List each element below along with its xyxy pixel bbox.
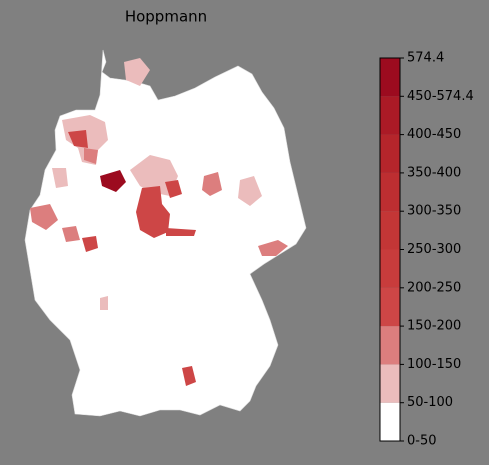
region	[258, 240, 288, 256]
colorbar-segment	[380, 58, 400, 97]
region	[84, 148, 98, 164]
colorbar-label: 400-450	[407, 127, 461, 142]
colorbar-label: 450-574.4	[407, 89, 474, 104]
germany-map	[24, 49, 307, 417]
colorbar-segment	[380, 364, 400, 403]
colorbar-label: 200-250	[407, 280, 461, 295]
colorbar-segment	[380, 326, 400, 365]
region	[62, 226, 80, 242]
region	[68, 130, 88, 148]
colorbar: 0-50 50-100 100-150 150-200 200-250 250-300 30…	[379, 51, 474, 449]
colorbar-label: 50-100	[407, 395, 453, 410]
colorbar-label: 150-200	[407, 319, 461, 334]
colorbar-label: 300-350	[407, 204, 461, 219]
region	[30, 204, 58, 230]
region	[136, 186, 170, 238]
colorbar-segment	[380, 211, 400, 250]
region	[100, 170, 126, 192]
region	[165, 180, 182, 198]
map-title: Hoppmann	[125, 8, 207, 26]
colorbar-segment	[380, 287, 400, 327]
region	[100, 296, 108, 310]
colorbar-label: 574.4	[407, 51, 444, 66]
region	[130, 155, 178, 196]
colorbar-label: 100-150	[407, 357, 461, 372]
colorbar-segment	[380, 172, 400, 212]
region	[182, 366, 196, 386]
region	[52, 168, 68, 188]
region	[238, 176, 262, 206]
region	[202, 172, 222, 196]
region	[124, 58, 150, 86]
colorbar-segment	[380, 249, 400, 288]
colorbar-label: 0-50	[407, 434, 437, 449]
colorbar-segment	[380, 402, 400, 441]
colorbar-label: 250-300	[407, 242, 461, 257]
colorbar-label: 350-400	[407, 165, 461, 180]
region	[82, 236, 98, 252]
colorbar-segment	[380, 96, 400, 135]
region	[166, 228, 196, 236]
colorbar-segment	[380, 134, 400, 173]
